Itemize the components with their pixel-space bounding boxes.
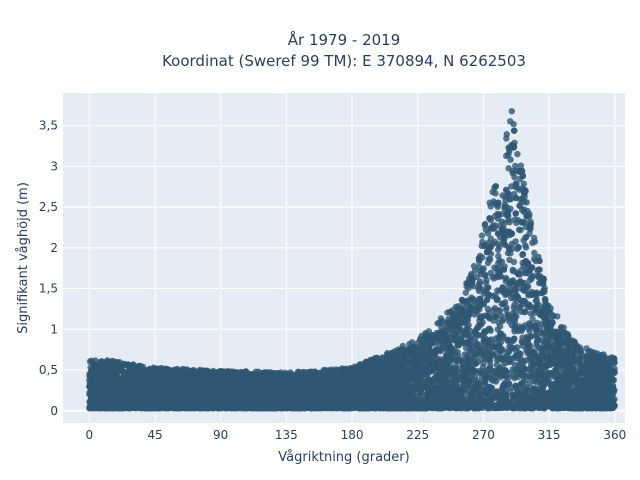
scatter-point [487,203,494,210]
scatter-point [508,108,515,115]
scatter-point [497,312,505,319]
scatter-point [583,345,590,352]
scatter-point [511,216,518,223]
scatter-point [505,165,512,172]
scatter-point [529,315,536,323]
chart-title-line1: År 1979 - 2019 [288,30,401,49]
scatter-point [479,238,486,246]
scatter-point [494,240,502,248]
scatter-point [522,244,530,251]
scatter-point [514,150,521,158]
scatter-point [483,276,490,284]
scatter-point [531,249,538,257]
scatter-point [538,275,546,282]
scatter-point [507,118,514,125]
scatter-point [512,238,519,245]
scatter-point [119,369,127,376]
scatter-point [503,152,510,159]
scatter-point [504,249,512,257]
scatter-point [473,341,480,349]
scatter-point [384,350,391,357]
scatter-point [462,289,469,296]
chart-title-line2: Koordinat (Sweref 99 TM): E 370894, N 62… [162,52,526,70]
scatter-points [86,108,618,412]
scatter-point [502,241,509,249]
scatter-point [484,305,491,312]
scatter-point [517,162,525,169]
